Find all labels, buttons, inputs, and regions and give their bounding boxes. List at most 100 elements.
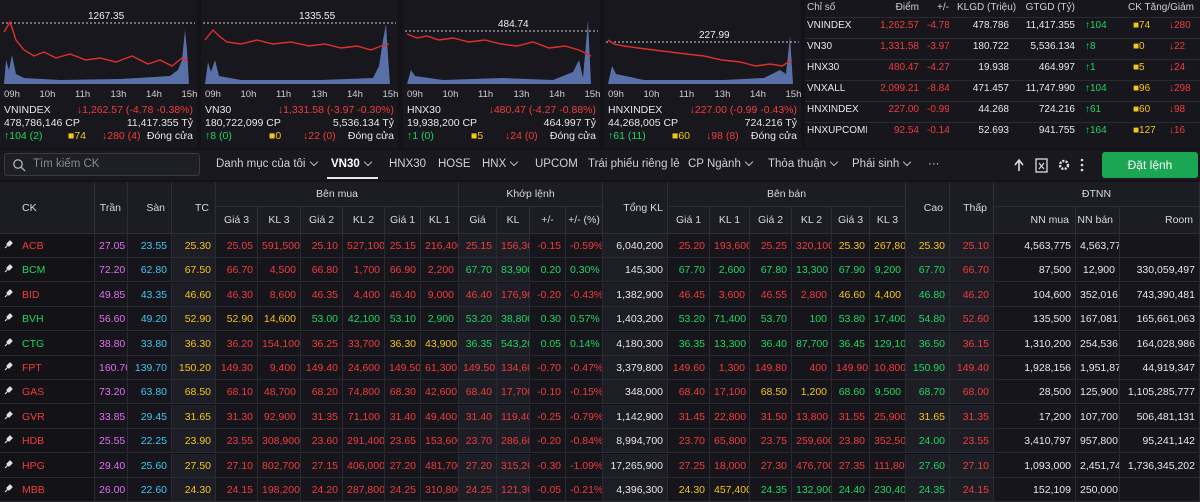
board-cell: 36.25 <box>301 331 343 356</box>
dropdown-caret[interactable] <box>902 157 912 167</box>
board-cell: 476,700 <box>792 453 832 478</box>
pin-icon[interactable] <box>0 454 16 478</box>
index-row-divider <box>805 101 1200 102</box>
market-tab[interactable]: Thỏa thuận <box>768 158 827 170</box>
board-cell: 25.55 <box>95 429 128 454</box>
search-box[interactable]: Tìm kiếm CK <box>4 153 200 176</box>
session-status: Đóng cửa <box>549 130 596 142</box>
pin-glyph[interactable] <box>0 283 16 307</box>
advance-count: ↑104 <box>1085 20 1107 31</box>
index-sparkline <box>405 20 598 84</box>
market-tab[interactable]: ··· <box>928 158 940 170</box>
pin-glyph[interactable] <box>0 380 16 404</box>
board-cell: 43.35 <box>128 282 172 307</box>
pin-icon[interactable] <box>0 356 16 380</box>
board-cell: 36.30 <box>172 331 216 356</box>
board-cell: 149.90 <box>832 356 870 380</box>
board-cell: 4,180,300 <box>603 331 668 356</box>
dropdown-caret[interactable] <box>509 157 519 167</box>
dropdown-caret[interactable] <box>744 157 754 167</box>
board-cell: 31.50 <box>750 404 792 429</box>
board-cell: 66.70 <box>950 258 994 283</box>
index-row-divider <box>805 122 1200 123</box>
pin-icon[interactable] <box>0 258 16 282</box>
pin-glyph[interactable] <box>0 429 16 453</box>
column-header: Giá 3 <box>832 207 870 234</box>
place-order-button[interactable]: Đặt lệnh <box>1102 152 1198 178</box>
market-tab[interactable]: HOSE <box>438 158 471 170</box>
pin-icon[interactable] <box>0 429 16 453</box>
market-tab[interactable]: CP Ngành <box>688 158 741 170</box>
board-cell: 14,600 <box>258 307 301 332</box>
board-cell: 18,000 <box>710 453 750 478</box>
index-name: VN30 <box>205 104 232 116</box>
board-cell: 149.60 <box>668 356 710 380</box>
index-row-divider <box>805 17 1200 18</box>
volume-area <box>4 30 189 84</box>
column-header: +/- (%) <box>566 207 603 234</box>
board-cell: 26.00 <box>95 478 128 502</box>
board-cell: 25.30 <box>172 234 216 258</box>
board-cell: 73.20 <box>95 380 128 405</box>
market-tab[interactable]: VN30 <box>331 158 360 170</box>
pin-icon[interactable] <box>0 234 16 258</box>
board-cell: -0.59% <box>566 234 603 258</box>
pin-glyph[interactable] <box>0 234 16 258</box>
pin-icon[interactable] <box>0 405 16 429</box>
board-cell: 107,700 <box>1076 404 1120 429</box>
board-cell: 150.20 <box>172 356 216 380</box>
market-tab[interactable]: HNX30 <box>389 158 427 170</box>
board-cell: 527,100 <box>343 234 385 258</box>
board-cell: 46.40 <box>385 282 421 307</box>
time-label: 15h <box>181 89 198 100</box>
index-table-name: HNX30 <box>807 62 840 73</box>
board-cell: 46.45 <box>668 282 710 307</box>
index-volume: 180,722,099 CP <box>205 117 281 129</box>
pin-icon[interactable] <box>0 332 16 356</box>
board-cell: 68.40 <box>668 380 710 405</box>
pin-icon[interactable] <box>0 380 16 404</box>
board-cell: 27.20 <box>459 453 497 478</box>
pin-glyph[interactable] <box>0 258 16 282</box>
pin-icon[interactable] <box>0 307 16 331</box>
board-cell: 95,241,142 <box>1120 429 1200 454</box>
pin-glyph[interactable] <box>0 307 16 331</box>
column-header: +/- <box>530 207 566 234</box>
board-cell: 0.30% <box>566 258 603 283</box>
pin-glyph[interactable] <box>0 332 16 356</box>
index-chart-panel: 1267.35 09h 10h 11h 13h 14h 15h VNINDEX ↓1,262.5… <box>0 0 197 148</box>
toolbar-icon-set[interactable] <box>1012 155 1092 175</box>
market-tab[interactable]: Phái sinh <box>852 158 900 170</box>
board-cell: 54.80 <box>906 307 950 332</box>
advance-count: ↑8 <box>1085 41 1096 52</box>
board-cell: 1,928,156 <box>994 356 1076 380</box>
market-tab[interactable]: UPCOM <box>535 158 578 170</box>
ticker-symbol: BCM <box>0 258 95 283</box>
pin-glyph[interactable] <box>0 454 16 478</box>
dropdown-caret[interactable] <box>829 157 839 167</box>
pin-glyph[interactable] <box>0 405 16 429</box>
market-tab[interactable]: HNX <box>482 158 507 170</box>
market-tab[interactable]: Trái phiếu riêng lẻ <box>588 158 680 170</box>
board-cell: 0.20 <box>530 258 566 283</box>
pin-icon[interactable] <box>0 478 16 502</box>
column-header: Room <box>1120 207 1200 234</box>
unchanged-count: ■96 <box>1133 83 1151 94</box>
pin-icon[interactable] <box>0 283 16 307</box>
ticker-symbol: HDB <box>0 429 95 454</box>
board-cell: 330,059,497 <box>1120 258 1200 283</box>
board-cell: 1,300 <box>710 356 750 380</box>
unchanged-count: ■5 <box>471 130 484 142</box>
index-change: ↓227.00 (-0.99 -0.43%) <box>689 104 797 116</box>
board-cell: 67.70 <box>459 258 497 283</box>
board-cell: 87,700 <box>792 331 832 356</box>
dropdown-caret[interactable] <box>363 157 373 167</box>
pin-glyph[interactable] <box>0 478 16 502</box>
market-tab[interactable]: Danh mục của tôi <box>216 158 306 170</box>
dropdown-caret[interactable] <box>309 157 319 167</box>
board-cell: 8,994,700 <box>603 429 668 454</box>
volume-area <box>407 20 591 84</box>
board-cell: 23.55 <box>950 429 994 454</box>
board-cell: 46.80 <box>906 282 950 307</box>
pin-glyph[interactable] <box>0 356 16 380</box>
